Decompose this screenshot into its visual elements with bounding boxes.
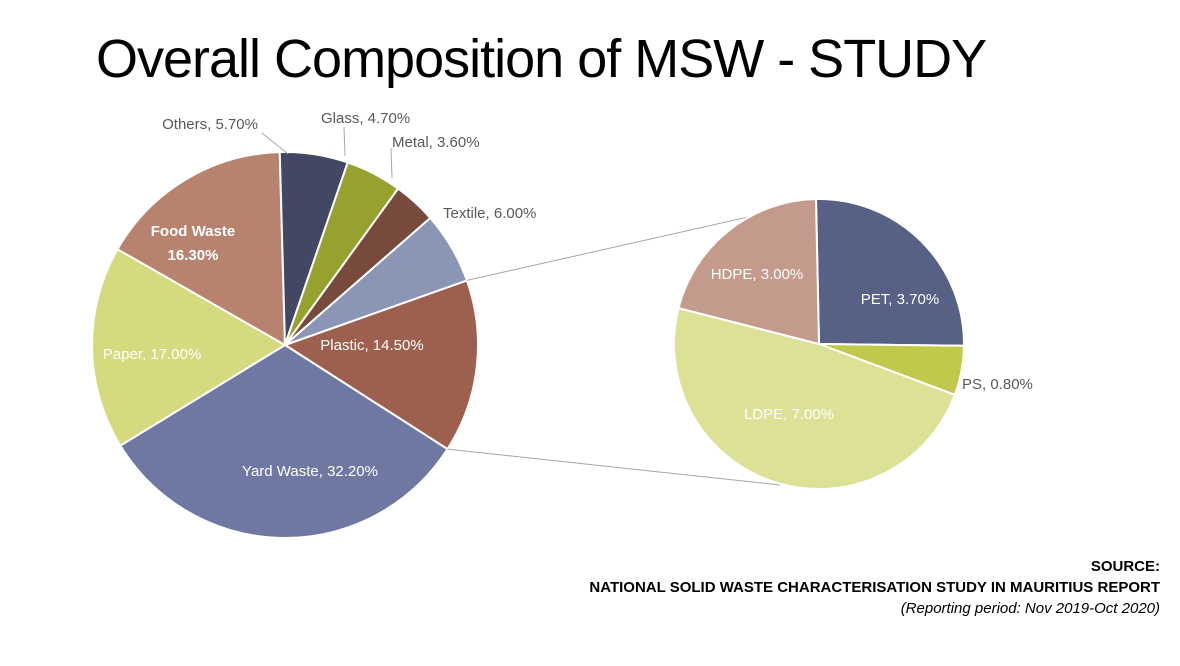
leader-others: [261, 132, 289, 155]
label-glass: Glass, 4.70%: [321, 110, 410, 127]
label-others: Others, 5.70%: [162, 116, 258, 133]
label-paper: Paper, 17.00%: [103, 346, 201, 363]
label-food-waste-value: 16.30%: [168, 247, 219, 264]
sub-pie-slice-hdpe: [677, 198, 820, 345]
label-yard-waste: Yard Waste, 32.20%: [242, 463, 378, 480]
main-pie-slice-plastic: [284, 279, 479, 451]
source-heading: SOURCE:: [1090, 558, 1160, 575]
source-note: SOURCE: NATIONAL SOLID WASTE CHARACTERIS…: [589, 556, 1160, 619]
sub-pie-slice-ldpe: [673, 307, 956, 490]
main-pie-slice-paper: [91, 248, 286, 447]
sub-pie-slice-pet: [814, 198, 965, 347]
label-ps: PS, 0.80%: [962, 376, 1033, 393]
leader-metal: [390, 147, 393, 179]
main-pie-slice-food-waste: [116, 151, 286, 346]
connector-line-bottom: [447, 448, 781, 486]
label-food-waste-name: Food Waste: [151, 223, 235, 240]
chart-title: Overall Composition of MSW - STUDY: [96, 29, 987, 89]
label-hdpe: HDPE, 3.00%: [711, 266, 804, 283]
source-period: (Reporting period: Nov 2019-Oct 2020): [900, 600, 1160, 617]
label-textile: Textile, 6.00%: [443, 205, 536, 222]
main-pie-slice-yard-waste: [119, 344, 449, 539]
label-pet: PET, 3.70%: [861, 291, 939, 308]
leader-glass: [343, 126, 346, 157]
source-report: NATIONAL SOLID WASTE CHARACTERISATION ST…: [589, 579, 1160, 596]
label-metal: Metal, 3.60%: [392, 134, 480, 151]
main-pie-slice-textile: [284, 216, 468, 346]
label-plastic: Plastic, 14.50%: [320, 337, 423, 354]
label-ldpe: LDPE, 7.00%: [744, 406, 834, 423]
